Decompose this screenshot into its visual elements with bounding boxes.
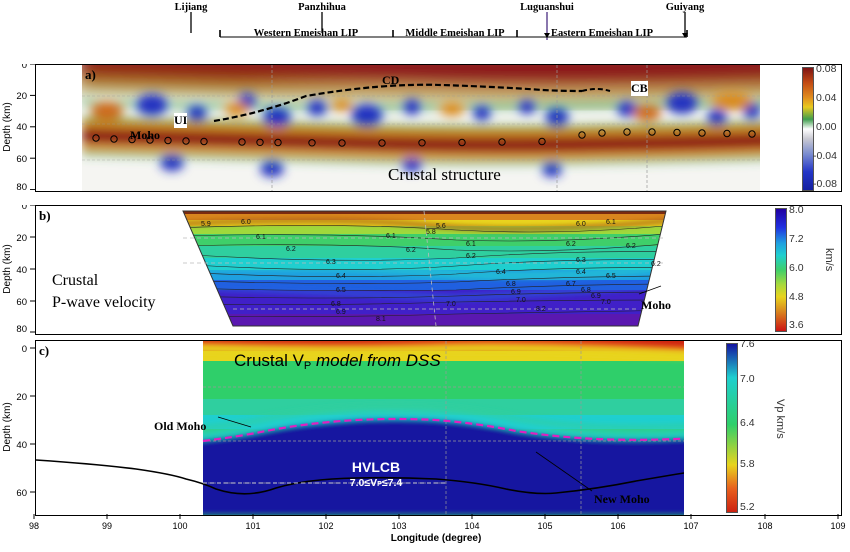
svg-text:Western Emeishan LIP: Western Emeishan LIP — [254, 28, 359, 39]
svg-text:60: 60 — [16, 488, 27, 499]
svg-text:106: 106 — [610, 521, 625, 531]
svg-text:80: 80 — [16, 182, 27, 190]
svg-text:Depth (km): Depth (km) — [2, 244, 13, 293]
svg-text:20: 20 — [16, 233, 27, 244]
svg-text:101: 101 — [245, 521, 260, 531]
svg-text:20: 20 — [16, 91, 27, 102]
svg-text:103: 103 — [391, 521, 406, 531]
svg-text:60: 60 — [16, 297, 27, 308]
svg-text:80: 80 — [16, 324, 27, 333]
svg-text:Middle Emeishan LIP: Middle Emeishan LIP — [405, 28, 505, 39]
svg-text:104: 104 — [464, 521, 479, 531]
svg-text:40: 40 — [16, 122, 27, 133]
svg-text:Luguanshui: Luguanshui — [520, 2, 574, 13]
svg-text:Depth (km): Depth (km) — [2, 102, 13, 151]
svg-text:98: 98 — [29, 521, 39, 531]
svg-text:0: 0 — [22, 64, 27, 71]
svg-text:20: 20 — [16, 392, 27, 403]
svg-text:Longitude (degree): Longitude (degree) — [391, 533, 482, 544]
svg-text:Panzhihua: Panzhihua — [298, 2, 347, 13]
svg-text:100: 100 — [172, 521, 187, 531]
svg-text:0: 0 — [22, 205, 27, 212]
svg-text:99: 99 — [102, 521, 112, 531]
svg-text:Guiyang: Guiyang — [666, 2, 705, 13]
svg-text:108: 108 — [757, 521, 772, 531]
svg-text:Depth (km): Depth (km) — [2, 402, 13, 451]
svg-text:0: 0 — [22, 344, 27, 355]
svg-text:Eastern Emeishan LIP: Eastern Emeishan LIP — [551, 28, 654, 39]
svg-text:102: 102 — [318, 521, 333, 531]
svg-text:105: 105 — [537, 521, 552, 531]
svg-text:109: 109 — [830, 521, 845, 531]
svg-text:Lijiang: Lijiang — [175, 2, 208, 13]
svg-text:107: 107 — [683, 521, 698, 531]
svg-text:40: 40 — [16, 440, 27, 451]
svg-text:40: 40 — [16, 265, 27, 276]
svg-text:60: 60 — [16, 154, 27, 165]
